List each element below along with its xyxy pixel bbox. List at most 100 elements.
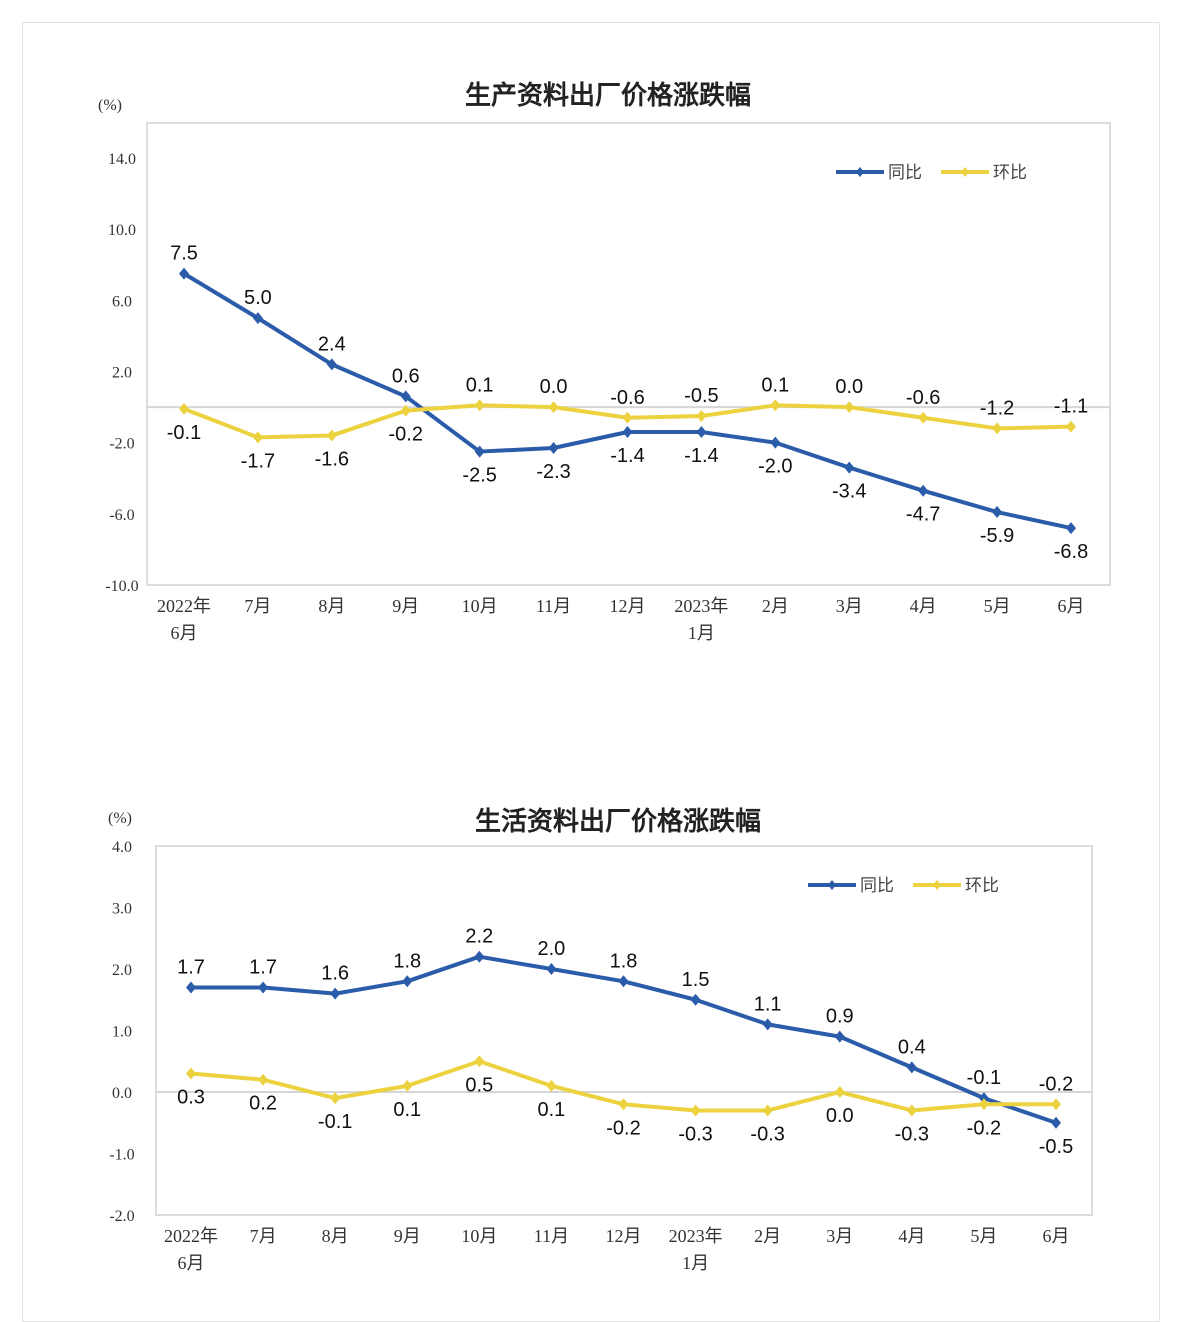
data-label: -1.4: [684, 445, 718, 467]
data-point-marker: [696, 425, 707, 438]
data-label: 2.4: [318, 333, 346, 355]
data-point-marker: [186, 981, 196, 994]
data-point-marker: [326, 429, 337, 442]
x-category-label: 10月: [462, 596, 498, 616]
x-category-label: 6月: [171, 623, 198, 643]
y-tick-label: 2.0: [112, 365, 132, 382]
data-label: 0.1: [393, 1099, 421, 1121]
data-label: -6.8: [1054, 541, 1088, 563]
x-category-label: 2023年: [674, 596, 728, 616]
data-point-marker: [548, 401, 559, 414]
data-label: 0.0: [540, 376, 568, 398]
data-label: -0.2: [1039, 1073, 1073, 1095]
data-point-marker: [622, 411, 633, 424]
plot-border: [146, 122, 1111, 586]
data-point-marker: [844, 401, 855, 414]
data-point-marker: [978, 1098, 989, 1111]
legend-marker: [856, 167, 864, 177]
data-point-marker: [402, 975, 413, 988]
data-label: 0.1: [761, 374, 789, 396]
data-label: -0.3: [678, 1123, 712, 1145]
data-point-marker: [618, 1098, 629, 1111]
x-category-label: 6月: [1058, 596, 1085, 616]
data-label: 0.4: [898, 1036, 926, 1058]
data-label: -0.2: [967, 1117, 1001, 1139]
data-point-marker: [474, 950, 485, 963]
data-point-marker: [179, 267, 189, 280]
x-category-label: 11月: [534, 1226, 569, 1246]
data-label: -0.3: [895, 1123, 929, 1145]
data-point-marker: [1051, 1098, 1061, 1111]
data-label: -3.4: [832, 481, 866, 503]
data-label: -0.2: [389, 424, 423, 446]
data-point-marker: [252, 431, 263, 444]
data-point-marker: [548, 442, 559, 455]
data-label: -0.5: [684, 385, 718, 407]
y-tick-label: -1.0: [109, 1147, 134, 1164]
data-label: 0.5: [465, 1074, 493, 1096]
data-label: 1.1: [754, 993, 782, 1015]
data-label: 2.2: [465, 926, 493, 948]
data-label: -0.1: [318, 1111, 352, 1133]
data-point-marker: [690, 1104, 701, 1117]
legend-label: 同比: [888, 163, 922, 183]
data-point-marker: [179, 402, 189, 415]
data-point-marker: [834, 1030, 845, 1043]
data-point-marker: [992, 422, 1003, 435]
data-label: -1.2: [980, 397, 1014, 419]
legend-marker: [933, 880, 941, 890]
data-point-marker: [330, 987, 341, 1000]
data-point-marker: [762, 1104, 773, 1117]
y-tick-label: -2.0: [109, 436, 134, 453]
x-category-label: 3月: [826, 1226, 853, 1246]
chart-production-materials: 生产资料出厂价格涨跌幅 (%) 14.0 10.0 6.0 2.0 -2.0 -6.0 -1…: [98, 80, 1111, 643]
data-point-marker: [992, 506, 1003, 519]
data-label: 0.0: [826, 1105, 854, 1127]
legend-label: 环比: [993, 163, 1027, 183]
data-label: -0.6: [610, 387, 644, 409]
data-label: -4.7: [906, 504, 940, 526]
data-label: -0.1: [167, 422, 201, 444]
legend-label: 同比: [860, 876, 894, 896]
data-point-marker: [770, 436, 781, 449]
y-tick-label: -10.0: [105, 578, 138, 595]
x-category-label: 2023年: [669, 1226, 723, 1246]
data-point-marker: [546, 1079, 557, 1092]
y-tick-label: 0.0: [112, 1085, 132, 1102]
data-point-marker: [326, 358, 337, 371]
data-label: -0.6: [906, 387, 940, 409]
data-label: 0.3: [177, 1087, 205, 1109]
x-category-label: 2022年: [157, 596, 211, 616]
legend-label: 环比: [965, 876, 999, 896]
data-label: -1.4: [610, 445, 644, 467]
data-point-marker: [402, 1079, 413, 1092]
data-point-marker: [906, 1061, 917, 1074]
data-point-marker: [1051, 1116, 1061, 1129]
data-point-marker: [770, 399, 781, 412]
y-axis-unit: (%): [98, 97, 122, 114]
x-category-label: 9月: [392, 596, 419, 616]
data-point-marker: [330, 1092, 341, 1105]
data-point-marker: [400, 404, 411, 417]
data-point-marker: [622, 425, 633, 438]
legend-marker: [961, 167, 969, 177]
data-label: 1.7: [249, 956, 277, 978]
data-label: -0.2: [606, 1117, 640, 1139]
data-point-marker: [1066, 420, 1076, 433]
data-point-marker: [690, 993, 701, 1006]
data-point-marker: [546, 963, 557, 975]
data-label: -2.0: [758, 456, 792, 478]
charts-canvas: 生产资料出厂价格涨跌幅 (%) 14.0 10.0 6.0 2.0 -2.0 -6.0 -1…: [98, 80, 1111, 1273]
data-point-marker: [474, 399, 485, 412]
y-tick-label: 3.0: [112, 901, 132, 918]
data-label: -1.7: [241, 450, 275, 472]
x-category-label: 7月: [244, 596, 271, 616]
data-point-marker: [618, 975, 629, 988]
x-category-label: 6月: [1043, 1226, 1070, 1246]
data-point-marker: [474, 1055, 485, 1068]
data-point-marker: [762, 1018, 773, 1031]
x-category-label: 6月: [178, 1253, 205, 1273]
data-label: -0.3: [750, 1123, 784, 1145]
y-tick-label: 6.0: [112, 293, 132, 310]
x-category-label: 10月: [461, 1226, 497, 1246]
